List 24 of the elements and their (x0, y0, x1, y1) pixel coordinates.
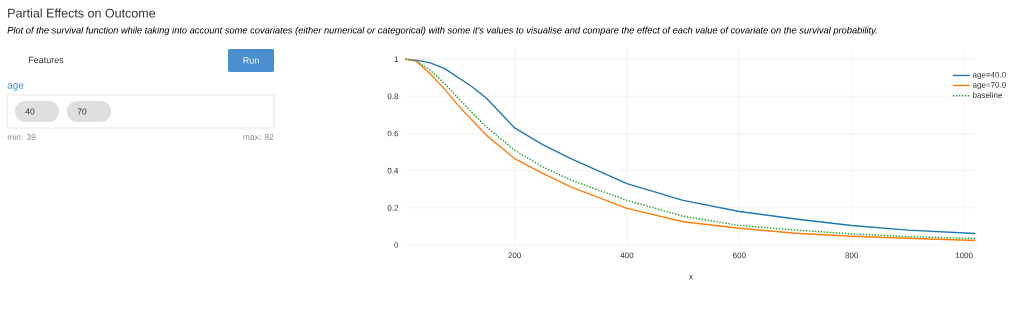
text: min: 39 (7, 133, 36, 141)
y-tick-label: 0.8 (387, 93, 399, 100)
text: 40 (25, 108, 35, 115)
x-tick-label: 200 (508, 252, 521, 259)
text: 70 (77, 108, 87, 115)
y-tick-label: 1 (394, 56, 399, 62)
text: age (7, 83, 24, 91)
chart-subtitle: Plot of the survival function while taking into account some covariates (either numerical or categorical) with some it's values to visualise and compare the effect of each value of covariate on the survival probability. (7, 26, 877, 36)
x-tick-label: 400 (620, 252, 634, 259)
y-tick-label: 0 (394, 242, 399, 248)
y-tick-label: 0.2 (387, 205, 399, 211)
y-tick-label: 0.4 (387, 167, 399, 174)
legend-label: age=40.0 (972, 71, 1006, 80)
text: max: 82 (243, 133, 274, 140)
text: Run (243, 57, 259, 64)
x-tick-label: 1000 (955, 252, 973, 259)
x-tick-label: 600 (733, 252, 746, 259)
legend-label: baseline (973, 92, 1002, 98)
legend-label: age=70.0 (972, 81, 1006, 90)
x-tick-label: 800 (845, 252, 859, 259)
text: Features (28, 56, 64, 64)
text: Partial Effects on Outcome (8, 8, 156, 18)
x-axis-title: x (688, 275, 694, 280)
y-tick-label: 0.6 (387, 130, 399, 137)
